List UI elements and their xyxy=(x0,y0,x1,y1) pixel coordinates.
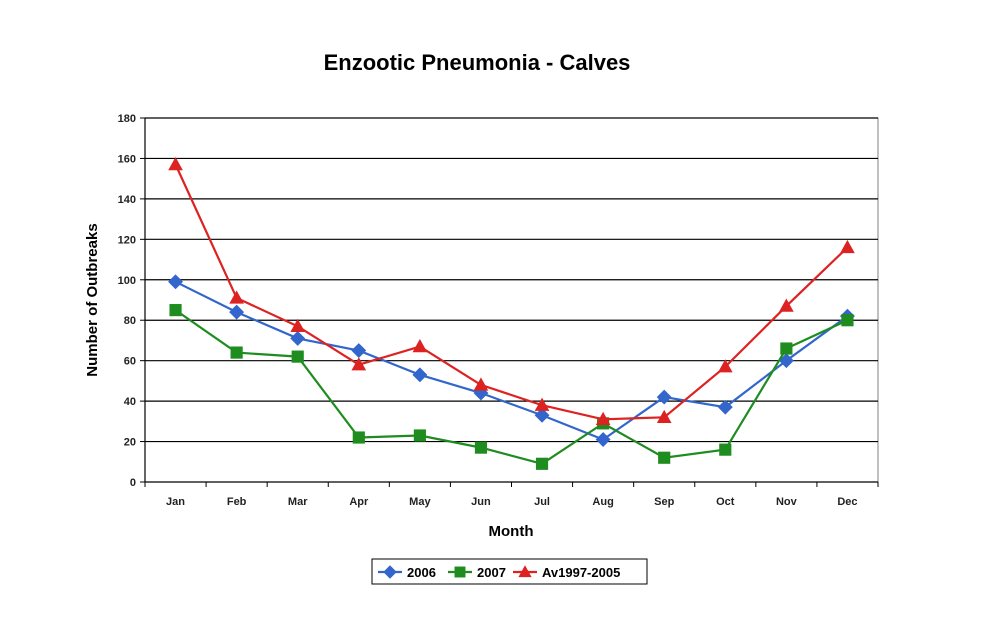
y-tick-label: 80 xyxy=(124,315,136,327)
legend-label-av1997-2005: Av1997-2005 xyxy=(542,565,620,580)
series-2006 xyxy=(168,274,855,447)
chart-title: Enzootic Pneumonia - Calves xyxy=(324,50,631,75)
data-point-2007 xyxy=(413,429,426,442)
x-tick-label: May xyxy=(409,496,431,508)
data-point-av1997-2005 xyxy=(412,339,428,353)
y-tick-label: 40 xyxy=(124,396,136,408)
data-point-2007 xyxy=(719,443,732,456)
data-point-2007 xyxy=(230,346,243,359)
y-tick-label: 140 xyxy=(118,194,136,206)
data-point-2006 xyxy=(168,274,183,290)
y-tick-label: 20 xyxy=(124,437,136,449)
y-tick-label: 160 xyxy=(118,153,136,165)
data-point-av1997-2005 xyxy=(168,157,183,171)
data-point-av1997-2005 xyxy=(595,411,611,425)
data-point-2006 xyxy=(717,399,733,415)
legend-label-2007: 2007 xyxy=(477,565,506,580)
data-point-2007 xyxy=(658,451,671,464)
data-point-av1997-2005 xyxy=(534,397,550,411)
plot-area xyxy=(144,117,879,483)
gridlines xyxy=(145,117,878,443)
data-point-av1997-2005 xyxy=(779,298,794,312)
y-tick-label: 100 xyxy=(118,275,136,287)
data-point-2006 xyxy=(595,432,611,447)
x-tick-label: Oct xyxy=(716,496,735,508)
x-tick-label: Jun xyxy=(471,496,491,508)
data-point-2006 xyxy=(290,330,306,346)
data-point-2006 xyxy=(412,367,428,383)
legend-marker-av1997-2005 xyxy=(518,565,532,578)
series-layer xyxy=(168,157,855,470)
x-tick-label: Jan xyxy=(166,496,185,508)
x-tick-label: Mar xyxy=(288,496,308,508)
series-av1997-2005 xyxy=(168,157,855,425)
data-point-2006 xyxy=(534,407,550,423)
y-axis-ticks: 0 20 40 60 80 100 120 140 160 180 xyxy=(118,113,878,489)
data-point-av1997-2005 xyxy=(290,318,306,332)
data-point-av1997-2005 xyxy=(840,239,855,254)
data-point-2006 xyxy=(778,353,794,369)
x-tick-label: Apr xyxy=(349,496,369,508)
series-line-2006 xyxy=(175,280,849,441)
data-point-2007 xyxy=(169,304,182,317)
legend-box xyxy=(371,558,648,585)
x-tick-label: Feb xyxy=(227,496,247,508)
data-point-2007 xyxy=(535,457,549,470)
y-axis-label: Number of Outbreaks xyxy=(84,223,101,376)
data-point-av1997-2005 xyxy=(717,359,733,373)
x-axis-label: Month xyxy=(489,523,534,540)
data-point-av1997-2005 xyxy=(351,357,367,371)
legend-marker-2007 xyxy=(454,566,466,578)
series-line-av1997-2005 xyxy=(174,164,849,421)
x-tick-label: Sep xyxy=(654,496,674,508)
legend-marker-2006 xyxy=(383,565,397,579)
x-tick-label: Nov xyxy=(776,496,798,508)
legend-label-2006: 2006 xyxy=(407,565,436,580)
data-point-2007 xyxy=(291,350,304,363)
x-tick-label: Jul xyxy=(534,496,550,508)
data-point-2006 xyxy=(656,389,672,405)
y-tick-label: 0 xyxy=(130,477,136,489)
data-point-2007 xyxy=(780,342,793,355)
x-tick-label: Aug xyxy=(592,496,613,508)
x-axis-ticks: Jan Feb Mar Apr May Jun Jul Aug Sep Oct Nov Dec xyxy=(144,482,879,508)
data-point-av1997-2005 xyxy=(656,409,672,423)
data-point-2006 xyxy=(229,304,245,320)
y-tick-label: 120 xyxy=(118,234,136,246)
data-point-av1997-2005 xyxy=(473,377,489,391)
series-line-2007 xyxy=(174,309,848,465)
y-tick-label: 180 xyxy=(118,113,136,125)
data-point-2007 xyxy=(474,441,488,454)
legend: 2006 2007 Av1997-2005 xyxy=(371,558,648,585)
y-tick-label: 60 xyxy=(124,356,136,368)
data-point-2007 xyxy=(352,431,365,444)
data-point-2007 xyxy=(841,314,854,327)
data-point-av1997-2005 xyxy=(229,290,244,304)
x-tick-label: Dec xyxy=(837,496,857,508)
